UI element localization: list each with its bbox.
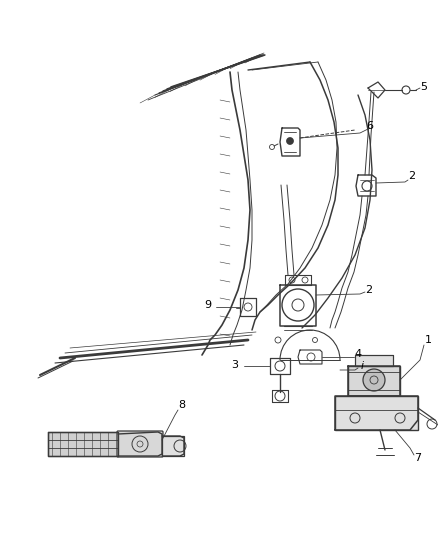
Text: 6: 6 (367, 121, 374, 131)
Circle shape (286, 138, 293, 144)
Text: 9: 9 (205, 300, 212, 310)
Bar (48, 432, 118, 456)
Bar (355, 355, 393, 366)
Text: 5: 5 (420, 82, 427, 92)
Text: 8: 8 (178, 400, 186, 410)
FancyBboxPatch shape (117, 431, 163, 457)
Text: 3: 3 (232, 360, 239, 370)
Text: 2: 2 (409, 171, 416, 181)
Circle shape (363, 369, 385, 391)
Text: 2: 2 (365, 285, 373, 295)
Text: i: i (360, 361, 364, 371)
Text: 1: 1 (424, 335, 431, 345)
Bar (348, 366, 400, 396)
Bar (162, 436, 184, 456)
Text: 7: 7 (414, 453, 421, 463)
Text: 4: 4 (354, 349, 361, 359)
Bar (335, 396, 418, 430)
